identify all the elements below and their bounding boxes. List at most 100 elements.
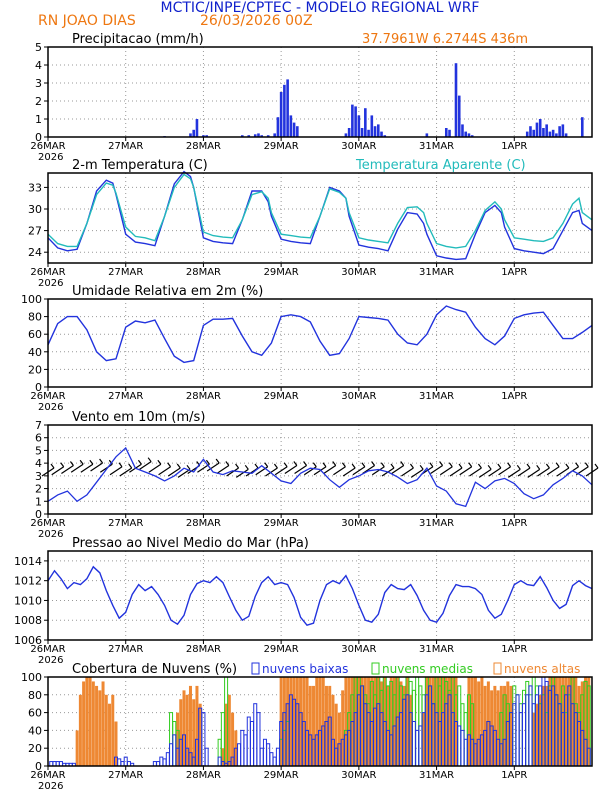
x-tick-label: 29MAR xyxy=(264,518,299,529)
wind-barb-feather xyxy=(448,462,453,468)
cloud-bar-nuvens-altas xyxy=(574,677,578,766)
y-tick-label: 5 xyxy=(35,444,42,457)
wind-barb-feather xyxy=(147,457,152,463)
wind-barb xyxy=(323,465,337,474)
precip-bar xyxy=(247,135,251,137)
x-tick-label: 31MAR xyxy=(419,141,454,152)
cloud-bar-nuvens-altas xyxy=(448,677,452,766)
cloud-bar-nuvens-altas xyxy=(305,677,309,766)
y-tick-label: 1 xyxy=(35,495,42,508)
wind-barb-feather xyxy=(79,459,84,465)
legend-label: nuvens medias xyxy=(382,662,473,676)
precip-bar xyxy=(467,133,471,137)
panel-title: Umidade Relativa em 2m (%) xyxy=(72,284,263,299)
y-tick-label: 40 xyxy=(28,346,42,359)
precip-bar xyxy=(545,124,548,137)
precip-bar xyxy=(561,124,565,137)
panel-title: Vento em 10m (m/s) xyxy=(72,410,205,425)
cloud-bar-nuvens-altas xyxy=(231,712,235,766)
wind-barb-feather xyxy=(99,458,104,464)
wind-barb xyxy=(206,462,220,472)
wind-barb xyxy=(119,467,133,477)
cloud-bar-nuvens-altas xyxy=(477,681,481,766)
cloud-bar-nuvens-altas xyxy=(111,694,115,766)
wind-barb-feather xyxy=(89,459,94,465)
precip-bar xyxy=(273,133,276,137)
header-station: RN JOAO DIAS xyxy=(38,13,136,29)
wind-barb-feather xyxy=(235,463,240,469)
wind-barb xyxy=(313,466,327,476)
cloud-bar-nuvens-altas xyxy=(399,681,403,766)
cloud-bar-nuvens-altas xyxy=(499,685,503,766)
cloud-bar-nuvens-altas xyxy=(312,685,316,766)
y-tick-label: 1014 xyxy=(14,555,42,568)
cloud-bar-nuvens-altas xyxy=(292,677,296,766)
cloud-bar-nuvens-baixas xyxy=(463,738,468,767)
cloud-bar-nuvens-altas xyxy=(541,685,545,766)
precip-bar xyxy=(376,124,380,137)
y-tick-label: 100 xyxy=(21,671,42,684)
cloud-bar-nuvens-altas xyxy=(532,712,536,766)
cloud-bar-nuvens-altas xyxy=(558,677,562,766)
wind-barb-feather xyxy=(409,463,414,469)
wind-barb-feather xyxy=(69,461,74,466)
cloud-bar-nuvens-baixas xyxy=(253,703,258,767)
cloud-bar-nuvens-altas xyxy=(392,677,396,766)
y-tick-label: 3 xyxy=(35,470,42,483)
panel-title: Cobertura de Nuvens (%) xyxy=(72,662,237,677)
wind-speed-line xyxy=(47,446,593,508)
wind-barb-feather xyxy=(361,462,366,468)
precip-bar xyxy=(470,135,474,137)
cloud-bar-nuvens-altas xyxy=(321,677,325,766)
wind-barb-feather xyxy=(439,461,444,466)
wind-barb-feather xyxy=(390,463,395,469)
wind-barb xyxy=(90,462,103,472)
y-tick-label: 1006 xyxy=(14,634,42,647)
cloud-bar-nuvens-altas xyxy=(538,694,542,766)
wind-barb-feather xyxy=(341,462,346,468)
precip-bar xyxy=(240,135,244,137)
cloud-bar-nuvens-baixas xyxy=(237,743,242,767)
precip-bar xyxy=(283,84,286,137)
panel-clouds: 0 20 40 60 80 100 26MAR 27MAR 28MAR 29MAR 30MAR 31M… xyxy=(21,662,593,792)
cloud-bar-nuvens-baixas xyxy=(259,747,264,767)
wind-barb-feather xyxy=(293,461,298,466)
y-tick-label: 1 xyxy=(35,113,42,126)
cloud-bar-nuvens-altas xyxy=(587,677,591,766)
cloud-bar-nuvens-altas xyxy=(85,677,89,766)
cloud-bar-nuvens-baixas xyxy=(525,694,530,767)
rh-line-blue xyxy=(47,305,593,364)
wind-barb-feather xyxy=(303,461,308,466)
panel-title: 2-m Temperatura (C) xyxy=(72,158,208,173)
cloud-bar-nuvens-altas xyxy=(91,681,95,766)
y-tick-label: 0 xyxy=(35,131,42,144)
precip-bar xyxy=(464,131,468,137)
panel-frame xyxy=(47,46,593,138)
wind-barb xyxy=(546,466,560,476)
wind-barb-feather xyxy=(205,459,210,465)
y-tick-label: 20 xyxy=(28,363,42,376)
cloud-bar-nuvens-altas xyxy=(435,677,439,766)
cloud-bar-nuvens-altas xyxy=(571,677,575,766)
wind-barb-feather xyxy=(322,462,327,468)
x-tick-label: 1APR xyxy=(501,267,527,278)
cloud-bar-nuvens-altas xyxy=(535,703,539,766)
cloud-bar-nuvens-altas xyxy=(328,685,332,766)
precip-bar xyxy=(538,119,542,137)
wind-barb-feather xyxy=(584,462,589,468)
precip-bar xyxy=(357,115,361,137)
x-tick-label: 1APR xyxy=(501,141,527,152)
wind-barb-feather xyxy=(244,464,249,470)
wind-barb-feather xyxy=(516,464,521,470)
precip-bar xyxy=(253,134,257,137)
cloud-bar-nuvens-altas xyxy=(483,685,487,766)
x-tick-label: 30MAR xyxy=(341,267,376,278)
cloud-bar-nuvens-altas xyxy=(431,677,435,766)
cloud-bar-nuvens-altas xyxy=(473,677,477,766)
wind-barb xyxy=(216,465,230,474)
x-tick-label: 30MAR xyxy=(341,518,376,529)
cloud-bar-nuvens-altas xyxy=(490,690,494,766)
precip-bar xyxy=(257,133,260,137)
